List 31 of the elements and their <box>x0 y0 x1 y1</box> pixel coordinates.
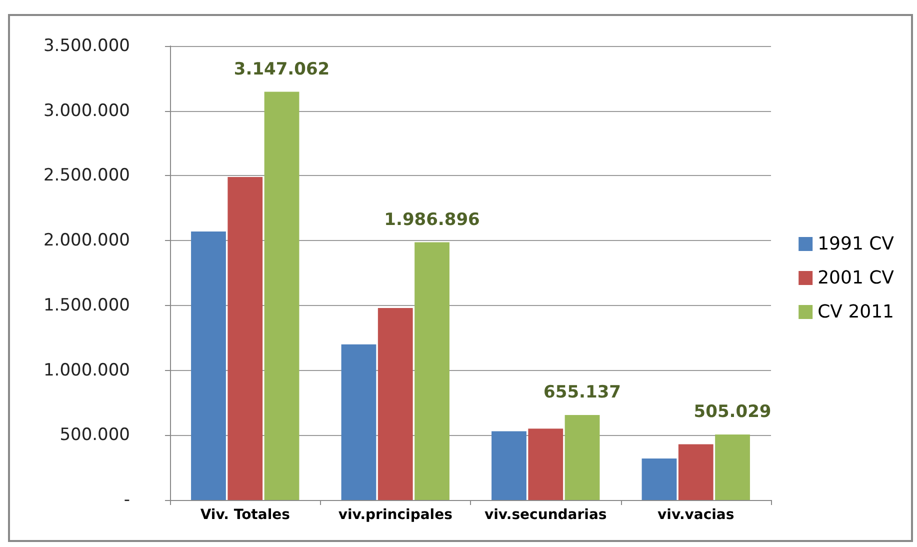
y-tick-label: 500.000 <box>60 425 130 446</box>
y-tick-label: 1.000.000 <box>43 360 130 380</box>
bar <box>264 92 300 500</box>
bar <box>228 177 263 500</box>
x-tick-label: viv.secundarias <box>484 507 607 523</box>
data-label: 655.137 <box>544 382 621 403</box>
bar <box>492 431 526 500</box>
y-tick-label: 1.500.000 <box>43 295 130 316</box>
x-tick-label: viv.vacias <box>658 507 734 523</box>
y-tick-label: 2.000.000 <box>43 230 130 251</box>
data-label: 1.986.896 <box>384 210 480 230</box>
bar <box>678 444 714 500</box>
bar <box>642 458 677 500</box>
legend-label: 1991 CV <box>818 234 895 254</box>
bar <box>564 415 600 500</box>
bar <box>378 308 413 500</box>
bar <box>341 344 376 500</box>
y-tick-label: - <box>124 490 130 510</box>
bar <box>191 231 226 500</box>
bar <box>528 428 564 500</box>
legend-label: 2001 CV <box>818 268 895 288</box>
data-label: 3.147.062 <box>234 59 330 80</box>
legend-label: CV 2011 <box>818 302 894 322</box>
bar <box>414 242 450 500</box>
x-tick-label: viv.principales <box>338 507 452 523</box>
data-label: 505.029 <box>694 402 772 422</box>
y-tick-label: 2.500.000 <box>43 166 130 186</box>
x-tick-label: Viv. Totales <box>200 507 290 523</box>
bar <box>715 434 750 500</box>
y-tick-label: 3.000.000 <box>43 100 130 121</box>
y-tick-label: 3.500.000 <box>43 36 130 56</box>
